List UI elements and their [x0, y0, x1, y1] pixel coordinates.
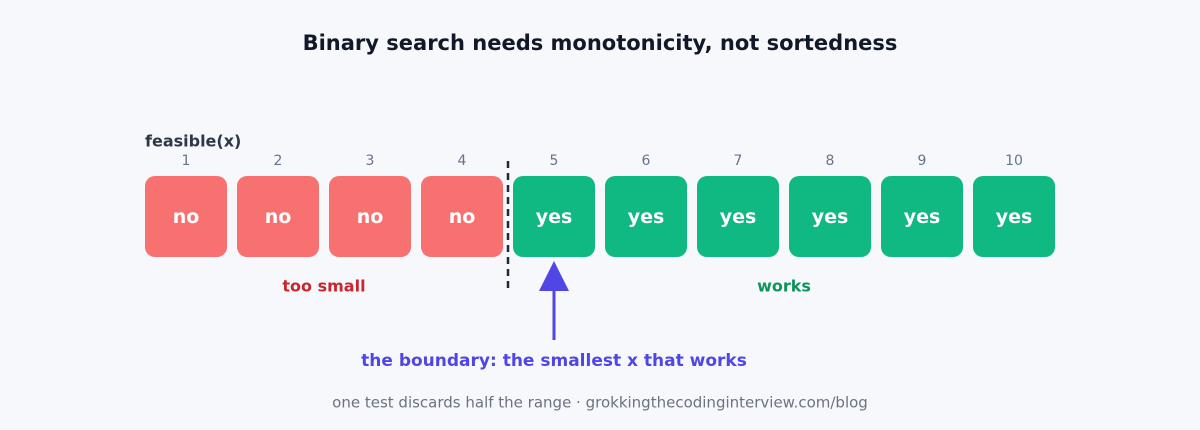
cell: [513, 176, 595, 257]
cell-index: 1: [182, 153, 191, 169]
cell-index: 2: [274, 153, 283, 169]
cell-value: no: [449, 206, 476, 228]
cell: [237, 176, 319, 257]
cell-index: 10: [1005, 153, 1023, 169]
cell-value: yes: [536, 206, 573, 228]
cell: [329, 176, 411, 257]
cell: [789, 176, 871, 257]
cell: [881, 176, 963, 257]
cell-value: no: [357, 206, 384, 228]
cell: [145, 176, 227, 257]
cell-index: 3: [366, 153, 375, 169]
cell-index: 8: [826, 153, 835, 169]
cell-value: yes: [904, 206, 941, 228]
row-label: feasible(x): [145, 132, 241, 151]
title: Binary search needs monotonicity, not so…: [303, 31, 898, 55]
cell-index: 5: [550, 153, 559, 169]
group-label: too small: [282, 277, 365, 296]
cell-value: yes: [628, 206, 665, 228]
cell-index: 7: [734, 153, 743, 169]
cell-index: 4: [458, 153, 467, 169]
cell-value: no: [265, 206, 292, 228]
footer: one test discards half the range · grokk…: [332, 394, 868, 412]
annotation: the boundary: the smallest x that works: [361, 351, 747, 371]
cell: [973, 176, 1055, 257]
group-label: works: [757, 277, 811, 296]
cell: [697, 176, 779, 257]
cell: [605, 176, 687, 257]
cell-index: 9: [918, 153, 927, 169]
cell-value: yes: [996, 206, 1033, 228]
cell-value: yes: [720, 206, 757, 228]
cell-index: 6: [642, 153, 651, 169]
cell-value: no: [173, 206, 200, 228]
cell-value: yes: [812, 206, 849, 228]
cell: [421, 176, 503, 257]
